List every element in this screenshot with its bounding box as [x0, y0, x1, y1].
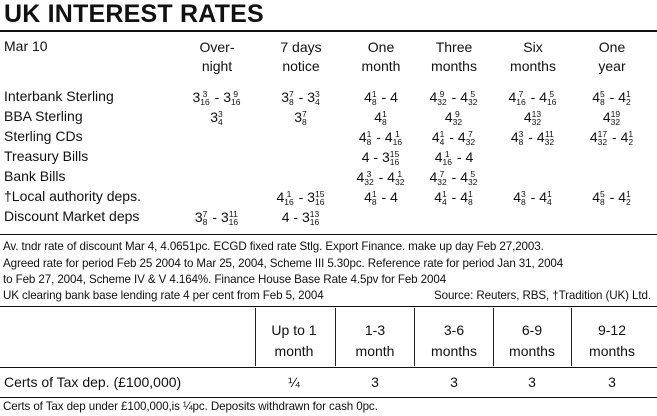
- column-header: 9-12 months: [589, 322, 635, 359]
- column-header: Over-night: [199, 39, 235, 74]
- tax-bottom-rule: [0, 397, 657, 398]
- column-divider: [414, 308, 415, 366]
- table-cell: 4 19 32: [602, 109, 621, 128]
- column-divider: [493, 308, 494, 366]
- column-header: 3-6 months: [431, 322, 477, 359]
- table-cell: 4 7 16 - 4 5 16: [508, 89, 557, 108]
- table-cell: 4 9 32: [444, 109, 463, 128]
- column-divider: [335, 308, 336, 366]
- column-header: 1-3 month: [355, 322, 395, 359]
- table-cell: 4 - 3 13 16: [281, 209, 320, 228]
- row-label: BBA Sterling: [4, 108, 83, 124]
- table-cell: 3: [608, 374, 616, 390]
- note-line: Av. tndr rate of discount Mar 4, 4.0651p…: [3, 240, 544, 253]
- row-label: Sterling CDs: [4, 128, 83, 144]
- row-label: Certs of Tax dep. (£100,000): [4, 374, 182, 390]
- column-header: Three months: [431, 39, 477, 74]
- row-label: Bank Bills: [4, 168, 66, 184]
- tax-footnote: Certs of Tax dep under £100,000,is ¼pc. …: [3, 400, 378, 413]
- table-cell: 3: [450, 374, 458, 390]
- row-label: Discount Market deps: [4, 208, 140, 224]
- table-cell: 4 3 32 - 4 1 32: [356, 169, 405, 188]
- column-header: One year: [598, 39, 626, 74]
- table-cell: 4 - 3 15 16: [361, 149, 400, 168]
- table-cell: 4 1 16 - 4: [434, 149, 474, 168]
- table-cell: 3: [371, 374, 379, 390]
- table-cell: 3: [528, 374, 536, 390]
- row-label: Treasury Bills: [4, 148, 89, 164]
- page-title: UK INTEREST RATES: [4, 0, 264, 28]
- column-header: 6-9 months: [509, 322, 555, 359]
- title-rule: [0, 30, 657, 32]
- row-label: Interbank Sterling: [4, 88, 114, 104]
- table-cell: 4 13 32: [523, 109, 542, 128]
- column-divider: [255, 308, 256, 366]
- table-cell: 3 3 16 - 3 9 16: [192, 89, 241, 108]
- column-header: 7 days notice: [280, 39, 322, 74]
- column-header: Up to 1 month: [271, 322, 317, 359]
- tax-top-rule: [0, 306, 657, 307]
- tax-header-rule: [0, 367, 657, 368]
- table-cell: ¼: [288, 374, 300, 390]
- table-cell: 4 1 16 - 3 15 16: [276, 189, 325, 208]
- column-divider: [571, 308, 572, 366]
- table-cell: 4 9 32 - 4 5 32: [429, 89, 478, 108]
- note-line: Agreed rate for period Feb 25 2004 to Ma…: [3, 257, 564, 270]
- row-label: †Local authority deps.: [4, 188, 141, 204]
- note-line: to Feb 27, 2004, Scheme IV & V 4.164%. F…: [3, 273, 447, 286]
- table-date: Mar 10: [4, 38, 48, 54]
- table-cell: 4 7 32 - 4 5 32: [429, 169, 478, 188]
- column-header: One month: [361, 39, 401, 74]
- note-line: UK clearing bank base lending rate 4 per…: [3, 289, 324, 302]
- notes-rule: [0, 234, 657, 235]
- source-credit: Source: Reuters, RBS, †Tradition (UK) Lt…: [433, 289, 651, 302]
- column-header: Six months: [510, 39, 556, 74]
